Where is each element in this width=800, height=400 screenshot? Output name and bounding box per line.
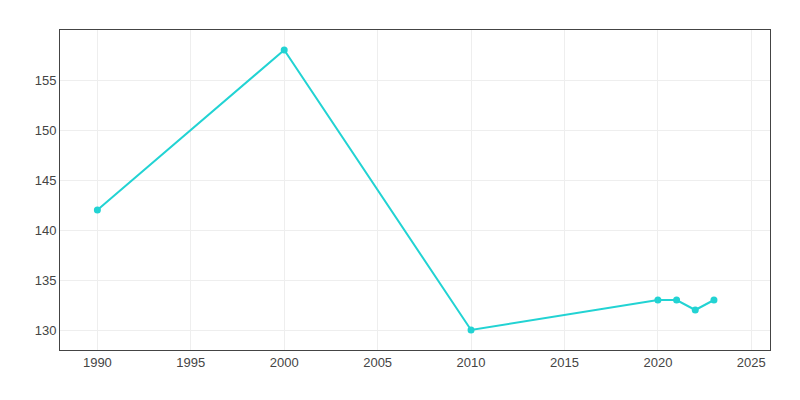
svg-text:2000: 2000 — [270, 355, 299, 370]
svg-text:2005: 2005 — [363, 355, 392, 370]
svg-text:150: 150 — [35, 123, 57, 138]
svg-text:1990: 1990 — [83, 355, 112, 370]
svg-text:140: 140 — [35, 223, 57, 238]
svg-text:155: 155 — [35, 73, 57, 88]
svg-text:2025: 2025 — [737, 355, 766, 370]
svg-text:130: 130 — [35, 323, 57, 338]
svg-text:2010: 2010 — [457, 355, 486, 370]
svg-text:2015: 2015 — [550, 355, 579, 370]
svg-text:145: 145 — [35, 173, 57, 188]
svg-text:2020: 2020 — [643, 355, 672, 370]
svg-text:135: 135 — [35, 273, 57, 288]
svg-text:1995: 1995 — [176, 355, 205, 370]
